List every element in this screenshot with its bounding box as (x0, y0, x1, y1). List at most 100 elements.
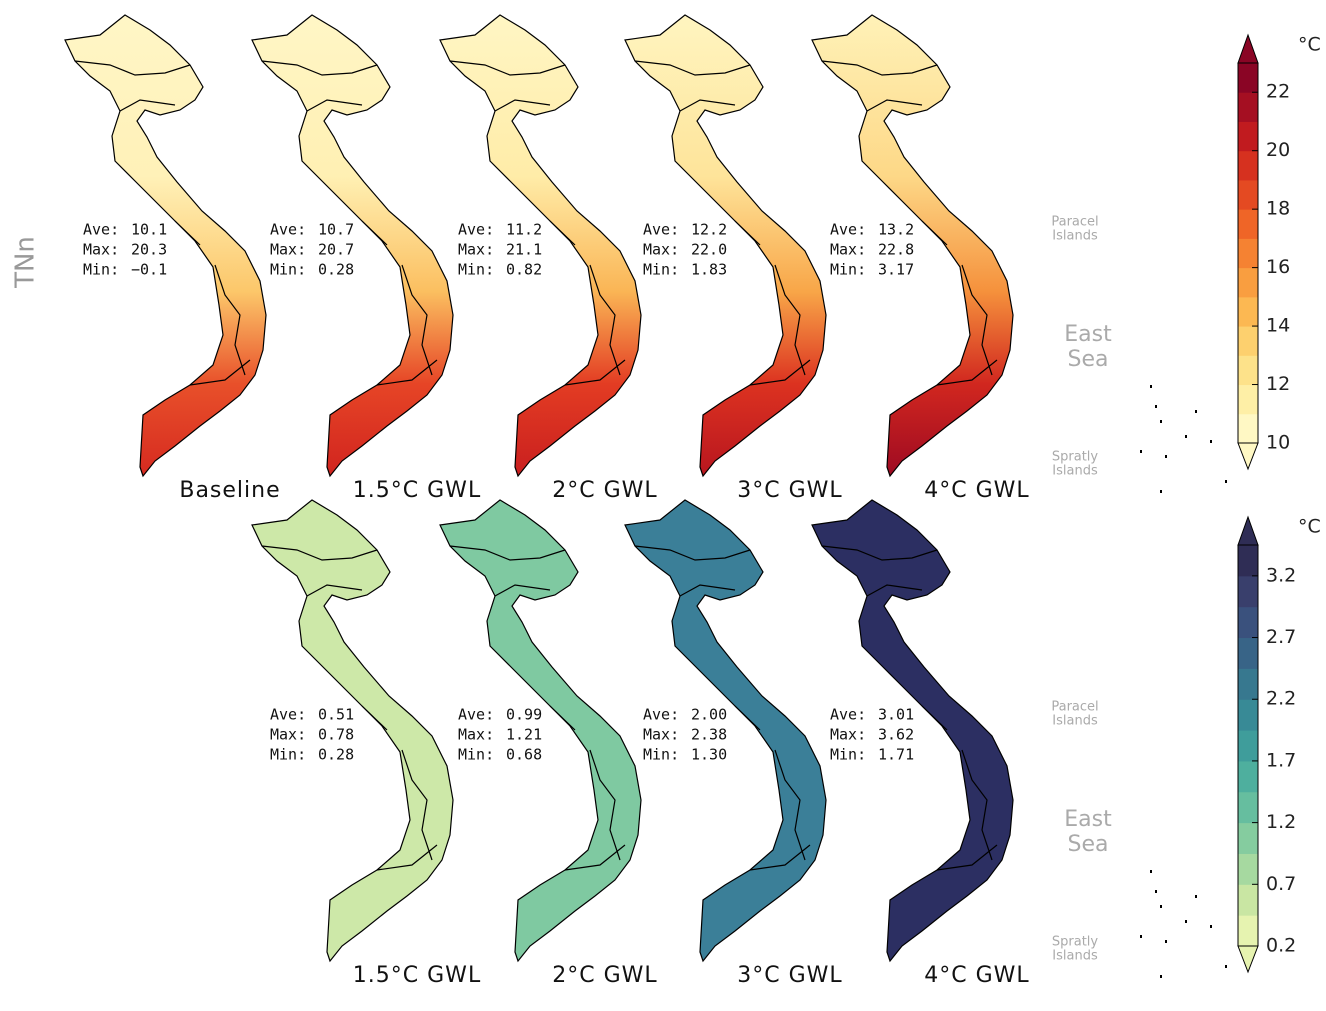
stat-value: 22.0 (691, 241, 727, 259)
colorbar-tick-label: 14 (1266, 315, 1290, 337)
stat-name: Min: (643, 261, 679, 279)
stat-value: 10.1 (131, 221, 167, 239)
stat-value: 0.99 (506, 706, 542, 724)
stat-value: 0.28 (318, 746, 354, 764)
stat-name: Max: (643, 726, 679, 744)
stat-name: Min: (270, 261, 306, 279)
stat-value: 0.78 (318, 726, 354, 744)
stat-value: 1.83 (691, 261, 727, 279)
stat-name: Max: (458, 726, 494, 744)
island (1155, 890, 1157, 893)
spratly-label: Islands (1052, 464, 1098, 479)
stat-value: 20.7 (318, 241, 354, 259)
colorbar-arrow-top (1238, 35, 1258, 63)
stat-name: Max: (83, 241, 119, 259)
stat-name: Min: (83, 261, 119, 279)
panel-label: 3°C GWL (737, 478, 842, 503)
paracel-label: Paracel (1051, 700, 1098, 715)
stat-value: 1.21 (506, 726, 542, 744)
island (1150, 870, 1152, 873)
stat-value: 11.2 (506, 221, 542, 239)
stat-name: Ave: (270, 706, 306, 724)
stat-value: 13.2 (878, 221, 914, 239)
island (1185, 920, 1187, 923)
paracel-label: Islands (1052, 714, 1098, 729)
stat-value: 10.7 (318, 221, 354, 239)
colorbar-band (1238, 414, 1258, 444)
colorbar-band (1238, 576, 1258, 607)
colorbar-arrow-top (1238, 517, 1258, 545)
colorbar-band (1238, 792, 1258, 823)
island (1195, 895, 1197, 898)
colorbar-band (1238, 121, 1258, 151)
colorbar-band (1238, 355, 1258, 385)
island (1210, 440, 1212, 443)
island (1225, 965, 1227, 968)
colorbar-band (1238, 823, 1258, 854)
y-label: TNn (11, 236, 41, 289)
stat-name: Max: (270, 241, 306, 259)
colorbar-arrow-bottom (1238, 443, 1258, 469)
stat-name: Max: (830, 241, 866, 259)
colorbar-band (1238, 545, 1258, 576)
colorbar-tick-label: 1.2 (1266, 811, 1296, 833)
stat-value: 12.2 (691, 221, 727, 239)
stat-name: Ave: (83, 221, 119, 239)
colorbar-band (1238, 884, 1258, 915)
colorbar-band (1238, 297, 1258, 327)
island (1160, 490, 1162, 493)
colorbar-band (1238, 326, 1258, 356)
stat-name: Min: (643, 746, 679, 764)
colorbar-unit: °C (1298, 34, 1321, 56)
colorbar-tick-label: 16 (1266, 256, 1290, 278)
sea-label: Sea (1068, 832, 1109, 857)
island (1160, 420, 1162, 423)
sea-label: East (1064, 322, 1112, 347)
colorbar-tick-label: 2.7 (1266, 626, 1296, 648)
island (1140, 450, 1142, 453)
colorbar-tick-label: 12 (1266, 373, 1290, 395)
panel-label: 3°C GWL (737, 963, 842, 988)
colorbar-band (1238, 385, 1258, 415)
stat-value: 1.30 (691, 746, 727, 764)
island (1160, 975, 1162, 978)
spratly-label: Spratly (1052, 450, 1099, 465)
colorbar-band (1238, 730, 1258, 761)
colorbar-tick-label: 0.7 (1266, 873, 1296, 895)
colorbar-band (1238, 915, 1258, 946)
colorbar-tick-label: 0.2 (1266, 935, 1296, 957)
colorbar-tick-label: 10 (1266, 432, 1290, 454)
panel-label: 2°C GWL (552, 963, 657, 988)
stat-name: Ave: (643, 221, 679, 239)
island (1210, 925, 1212, 928)
stat-name: Ave: (830, 221, 866, 239)
stat-value: 3.01 (878, 706, 914, 724)
stat-name: Min: (270, 746, 306, 764)
colorbar-band (1238, 638, 1258, 669)
stat-value: 22.8 (878, 241, 914, 259)
spratly-label: Islands (1052, 949, 1098, 964)
stat-name: Min: (830, 261, 866, 279)
colorbar-band (1238, 761, 1258, 792)
stat-value: 21.1 (506, 241, 542, 259)
island (1160, 905, 1162, 908)
colorbar-band (1238, 853, 1258, 884)
colorbar-band (1238, 607, 1258, 638)
stat-value: 2.38 (691, 726, 727, 744)
stat-value: 1.71 (878, 746, 914, 764)
island (1150, 385, 1152, 388)
colorbar-tick-label: 20 (1266, 139, 1290, 161)
stat-name: Ave: (830, 706, 866, 724)
colorbar-tick-label: 1.7 (1266, 749, 1296, 771)
stat-value: 3.62 (878, 726, 914, 744)
stat-name: Ave: (458, 221, 494, 239)
colorbar-tick-label: 22 (1266, 81, 1290, 103)
colorbar-band (1238, 63, 1258, 93)
spratly-label: Spratly (1052, 935, 1099, 950)
stat-name: Ave: (458, 706, 494, 724)
island (1185, 435, 1187, 438)
stat-name: Ave: (270, 221, 306, 239)
colorbar-unit: °C (1298, 516, 1321, 538)
colorbar-tick-label: 2.2 (1266, 688, 1296, 710)
island (1165, 455, 1167, 458)
